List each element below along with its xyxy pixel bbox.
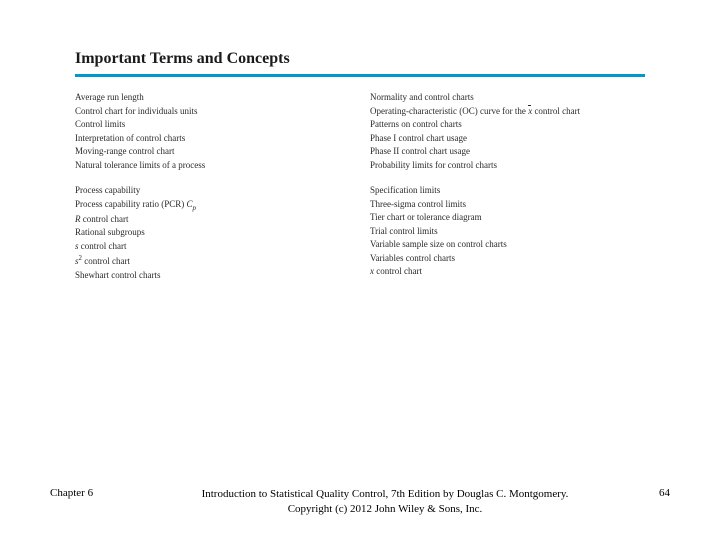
heading-rule	[75, 74, 645, 77]
term-item: Three-sigma control limits	[370, 198, 645, 212]
section-heading: Important Terms and Concepts	[75, 50, 645, 68]
term-item-pcr: Process capability ratio (PCR) Cp	[75, 198, 350, 213]
term-item: Variable sample size on control charts	[370, 238, 645, 252]
left-group-1: Average run length Control chart for ind…	[75, 91, 350, 172]
term-item-s-chart: s control chart	[75, 240, 350, 254]
terms-columns: Average run length Control chart for ind…	[75, 91, 645, 294]
oc-suffix: control chart	[532, 106, 580, 116]
footer-citation: Introduction to Statistical Quality Cont…	[160, 487, 610, 516]
slide-content: Important Terms and Concepts Average run…	[0, 0, 720, 294]
slide-footer: Chapter 6 Introduction to Statistical Qu…	[0, 487, 720, 516]
left-column: Average run length Control chart for ind…	[75, 91, 350, 294]
footer-line1: Introduction to Statistical Quality Cont…	[202, 488, 569, 500]
xbar-symbol: x	[528, 106, 532, 116]
pcr-sub: p	[193, 203, 197, 211]
term-item: Natural tolerance limits of a process	[75, 159, 350, 173]
term-item: Control chart for individuals units	[75, 105, 350, 119]
term-item: Moving-range control chart	[75, 145, 350, 159]
s-suffix: control chart	[79, 241, 127, 251]
term-item: Control limits	[75, 118, 350, 132]
right-group-2: Specification limits Three-sigma control…	[370, 184, 645, 279]
r-suffix: control chart	[81, 214, 129, 224]
footer-chapter: Chapter 6	[50, 487, 160, 499]
term-item: Normality and control charts	[370, 91, 645, 105]
term-item: Shewhart control charts	[75, 269, 350, 283]
right-group-1: Normality and control charts Operating-c…	[370, 91, 645, 172]
term-item-r-chart: R control chart	[75, 213, 350, 227]
term-item: Process capability	[75, 184, 350, 198]
term-item: Average run length	[75, 91, 350, 105]
footer-line2: Copyright (c) 2012 John Wiley & Sons, In…	[288, 503, 483, 515]
term-item: Specification limits	[370, 184, 645, 198]
term-item: Rational subgroups	[75, 226, 350, 240]
footer-page-number: 64	[610, 487, 670, 499]
term-item: Patterns on control charts	[370, 118, 645, 132]
right-column: Normality and control charts Operating-c…	[350, 91, 645, 294]
oc-prefix: Operating-characteristic (OC) curve for …	[370, 106, 528, 116]
left-group-2: Process capability Process capability ra…	[75, 184, 350, 282]
x-suffix: control chart	[374, 266, 422, 276]
term-item-oc: Operating-characteristic (OC) curve for …	[370, 105, 645, 119]
term-item: Phase I control chart usage	[370, 132, 645, 146]
term-item: Interpretation of control charts	[75, 132, 350, 146]
term-item: Variables control charts	[370, 252, 645, 266]
pcr-prefix: Process capability ratio (PCR)	[75, 199, 186, 209]
term-item-x-chart: x control chart	[370, 265, 645, 279]
s2-suffix: control chart	[82, 256, 130, 266]
term-item: Tier chart or tolerance diagram	[370, 211, 645, 225]
term-item-s2-chart: s2 control chart	[75, 253, 350, 269]
term-item: Trial control limits	[370, 225, 645, 239]
term-item: Phase II control chart usage	[370, 145, 645, 159]
term-item: Probability limits for control charts	[370, 159, 645, 173]
